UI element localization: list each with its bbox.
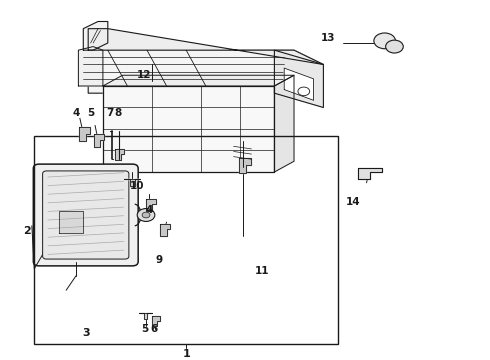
Circle shape (386, 40, 403, 53)
Polygon shape (274, 50, 323, 108)
Text: 12: 12 (137, 69, 152, 80)
Text: 6: 6 (151, 324, 158, 334)
Polygon shape (103, 75, 294, 86)
Text: 4: 4 (72, 108, 80, 118)
Polygon shape (274, 75, 294, 172)
Text: 11: 11 (255, 266, 270, 275)
Text: 5: 5 (87, 108, 94, 118)
Polygon shape (284, 68, 314, 100)
Text: 10: 10 (130, 181, 145, 191)
Polygon shape (78, 46, 103, 86)
Polygon shape (88, 29, 323, 64)
Polygon shape (239, 158, 250, 172)
Circle shape (142, 212, 150, 218)
Text: 14: 14 (345, 197, 360, 207)
Circle shape (298, 87, 310, 96)
Polygon shape (59, 211, 83, 233)
Text: 1: 1 (182, 349, 190, 359)
Text: 13: 13 (321, 33, 336, 42)
Polygon shape (115, 149, 124, 160)
Text: 4: 4 (146, 204, 153, 215)
Polygon shape (94, 134, 104, 147)
Polygon shape (358, 168, 382, 179)
Text: 8: 8 (114, 108, 121, 118)
Circle shape (374, 33, 395, 49)
Polygon shape (103, 86, 274, 172)
FancyBboxPatch shape (33, 164, 138, 266)
Circle shape (137, 208, 155, 221)
Text: 3: 3 (82, 328, 90, 338)
Bar (34, 136, 338, 344)
Text: 5: 5 (141, 324, 148, 334)
Polygon shape (124, 179, 140, 185)
Text: 2: 2 (23, 226, 31, 236)
Polygon shape (160, 224, 171, 236)
Polygon shape (146, 198, 156, 211)
Polygon shape (152, 316, 160, 326)
Polygon shape (88, 50, 323, 93)
Text: 9: 9 (156, 255, 163, 265)
FancyBboxPatch shape (43, 171, 129, 259)
Polygon shape (139, 314, 152, 319)
Polygon shape (79, 127, 90, 141)
Text: 7: 7 (106, 108, 114, 118)
Polygon shape (83, 22, 108, 50)
